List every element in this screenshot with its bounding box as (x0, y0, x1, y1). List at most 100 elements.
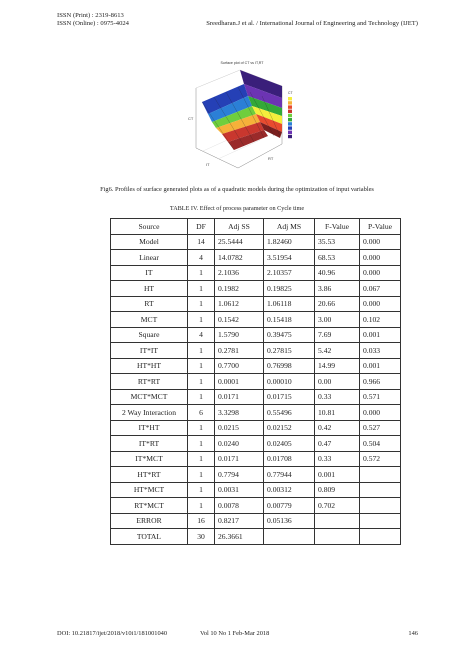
cell-df: 1 (187, 466, 215, 483)
table-row: IT*HT 1 0.0215 0.02152 0.42 0.527 (110, 419, 401, 436)
table-row: HT*MCT 1 0.0031 0.00312 0.809 (110, 481, 401, 498)
table-row: HT*RT 1 0.7794 0.77944 0.001 (110, 466, 401, 483)
cell-f-value (314, 512, 360, 529)
cell-adj-ss: 1.0612 (214, 295, 264, 312)
surface-band-8 (216, 114, 260, 134)
surface-band-3 (202, 84, 248, 114)
cell-p-value: 0.001 (359, 357, 401, 374)
table-row: IT*IT 1 0.2781 0.27815 5.42 0.033 (110, 342, 401, 359)
cell-adj-ss: 26.3661 (214, 528, 264, 545)
legend-swatch (288, 105, 292, 109)
cell-source: IT*IT (110, 342, 188, 359)
header-adj-ss: Adj SS (214, 218, 264, 235)
surface-band-10 (222, 122, 264, 142)
cell-p-value (359, 481, 401, 498)
cell-f-value: 0.42 (314, 419, 360, 436)
cell-p-value: 0.527 (359, 419, 401, 436)
cell-f-value: 7.69 (314, 326, 360, 343)
cell-p-value: 0.102 (359, 311, 401, 328)
surface-band-5 (248, 96, 282, 116)
table-row: RT*RT 1 0.0001 0.00010 0.00 0.966 (110, 373, 401, 390)
cell-f-value: 20.66 (314, 295, 360, 312)
cell-adj-ms: 0.15418 (263, 311, 315, 328)
cell-f-value: 5.42 (314, 342, 360, 359)
header-adj-ms: Adj MS (263, 218, 315, 235)
cell-df: 16 (187, 512, 215, 529)
table-row: MCT 1 0.1542 0.15418 3.00 0.102 (110, 311, 401, 328)
cell-df: 1 (187, 311, 215, 328)
cell-source: RT*MCT (110, 497, 188, 514)
legend-swatch (288, 130, 292, 134)
table-row: Linear 4 14.0782 3.51954 68.53 0.000 (110, 249, 401, 266)
cell-p-value: 0.966 (359, 373, 401, 390)
cell-f-value: 35.53 (314, 233, 360, 250)
cell-f-value: 0.702 (314, 497, 360, 514)
cell-adj-ms: 3.51954 (263, 249, 315, 266)
cell-p-value (359, 512, 401, 529)
issn-print: ISSN (Print) : 2319-8613 (57, 12, 124, 19)
cell-adj-ss: 0.1542 (214, 311, 264, 328)
cell-f-value (314, 528, 360, 545)
cell-p-value: 0.572 (359, 450, 401, 467)
cell-df: 14 (187, 233, 215, 250)
cell-source: HT*RT (110, 466, 188, 483)
cell-adj-ms: 0.55496 (263, 404, 315, 421)
cell-adj-ms: 0.00312 (263, 481, 315, 498)
surface-band-2 (244, 84, 282, 108)
cell-p-value: 0.571 (359, 388, 401, 405)
cell-df: 1 (187, 388, 215, 405)
cell-adj-ss: 0.0031 (214, 481, 264, 498)
cell-p-value (359, 528, 401, 545)
cell-source: HT (110, 280, 188, 297)
cell-f-value: 0.33 (314, 388, 360, 405)
cell-p-value: 0.001 (359, 326, 401, 343)
cell-source: TOTAL (110, 528, 188, 545)
cell-source: IT*RT (110, 435, 188, 452)
cell-df: 30 (187, 528, 215, 545)
cell-adj-ms: 0.39475 (263, 326, 315, 343)
cell-adj-ss: 2.1036 (214, 264, 264, 281)
cell-adj-ms: 0.19825 (263, 280, 315, 297)
cell-adj-ss: 0.0171 (214, 450, 264, 467)
table-row: RT*MCT 1 0.0078 0.00779 0.702 (110, 497, 401, 514)
cell-adj-ms: 0.00779 (263, 497, 315, 514)
cell-adj-ms (263, 528, 315, 545)
cell-source: HT*MCT (110, 481, 188, 498)
plot-title: Surface plot of CT vs IT,RT (220, 61, 264, 65)
cell-adj-ss: 0.2781 (214, 342, 264, 359)
legend-swatch (288, 109, 292, 113)
cell-df: 4 (187, 326, 215, 343)
table-row: Square 4 1.5790 0.39475 7.69 0.001 (110, 326, 401, 343)
table-row: ERROR 16 0.8217 0.05136 (110, 512, 401, 529)
cell-df: 1 (187, 373, 215, 390)
cell-adj-ss: 0.0171 (214, 388, 264, 405)
cell-df: 1 (187, 450, 215, 467)
cell-adj-ms: 2.10357 (263, 264, 315, 281)
y-axis-label: RT (268, 156, 274, 161)
cell-f-value: 68.53 (314, 249, 360, 266)
cell-adj-ss: 0.0215 (214, 419, 264, 436)
cell-p-value: 0.000 (359, 295, 401, 312)
cell-p-value: 0.000 (359, 404, 401, 421)
cell-df: 1 (187, 435, 215, 452)
cell-df: 1 (187, 419, 215, 436)
issn-online: ISSN (Online) : 0975-4024 (57, 20, 129, 27)
cell-f-value: 40.96 (314, 264, 360, 281)
cell-source: IT*MCT (110, 450, 188, 467)
cell-f-value: 14.99 (314, 357, 360, 374)
cell-p-value: 0.033 (359, 342, 401, 359)
header-source: Source (110, 218, 188, 235)
journal-header: Sreedharan.J et al. / International Jour… (206, 20, 418, 27)
table-caption: TABLE IV. Effect of process parameter on… (169, 205, 305, 212)
table-row: RT 1 1.0612 1.06118 20.66 0.000 (110, 295, 401, 312)
table-row: 2 Way Interaction 6 3.3298 0.55496 10.81 0.00… (110, 404, 401, 421)
cell-source: MCT*MCT (110, 388, 188, 405)
cell-adj-ms: 0.02405 (263, 435, 315, 452)
legend-swatch (288, 126, 292, 130)
cell-adj-ms: 0.02152 (263, 419, 315, 436)
cell-adj-ms: 0.01708 (263, 450, 315, 467)
cell-source: Model (110, 233, 188, 250)
cell-df: 1 (187, 342, 215, 359)
cell-f-value: 10.81 (314, 404, 360, 421)
cell-df: 1 (187, 295, 215, 312)
